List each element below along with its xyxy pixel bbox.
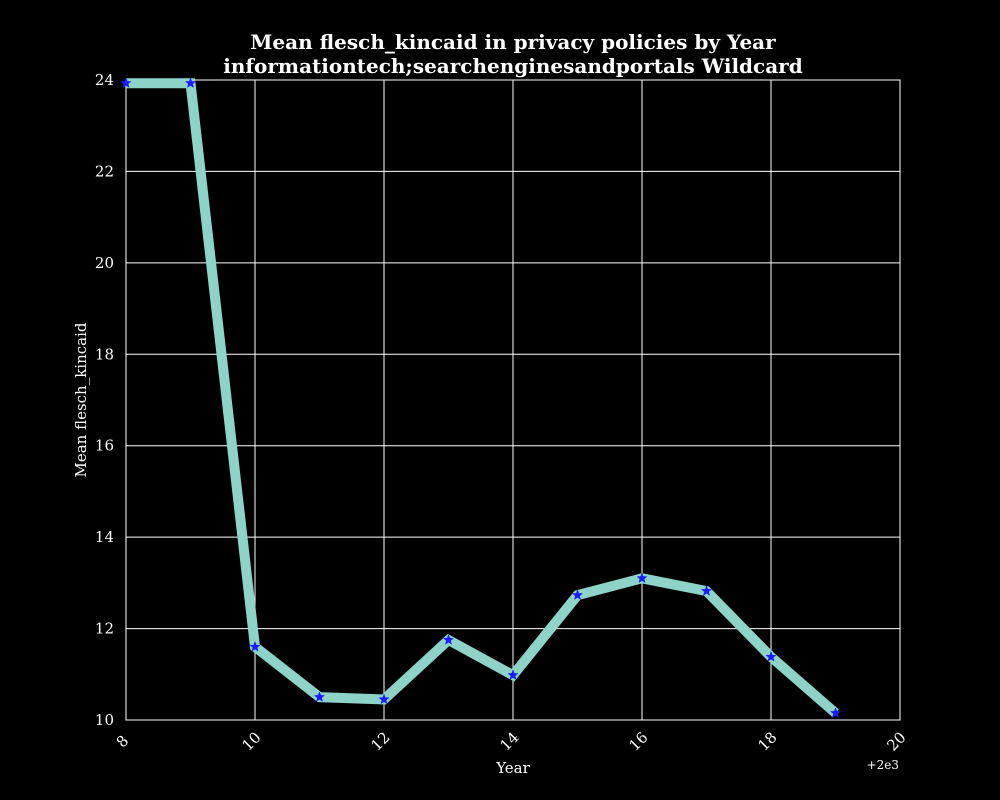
data-point-11: [829, 707, 842, 718]
x-axis-label: Year: [495, 759, 530, 777]
plot-frame: [125, 79, 901, 721]
y-tick-labels: 10 12 14 16 18 20 22 24: [95, 71, 114, 729]
data-point-10: [765, 651, 777, 662]
y-axis-label: Mean flesch_kincaid: [72, 322, 90, 477]
chart-subtitle: informationtech;searchenginesandportals …: [223, 54, 802, 78]
data-point-2: [249, 640, 261, 652]
y-tick-label-0: 10: [95, 711, 114, 729]
data-point-8: [636, 572, 648, 584]
grid-layer: [125, 79, 901, 721]
x-tick-labels: 8 10 12 14 16 18 20: [113, 728, 910, 754]
data-point-7: [571, 589, 584, 600]
x-tick-label-3: 14: [496, 728, 522, 754]
y-tick-label-4: 18: [95, 345, 114, 363]
y-tick-label-2: 14: [95, 528, 114, 546]
y-tick-label-7: 24: [95, 71, 114, 89]
data-point-9: [700, 585, 713, 596]
series-line: [126, 78, 839, 717]
x-tick-label-4: 16: [625, 728, 651, 754]
x-tick-label-1: 10: [238, 728, 264, 754]
data-point-1: [184, 77, 197, 88]
y-tick-label-5: 20: [95, 254, 114, 272]
x-tick-label-2: 12: [367, 728, 393, 754]
data-point-3: [313, 691, 326, 702]
y-tick-label-3: 16: [95, 437, 114, 455]
y-tick-label-1: 12: [95, 620, 114, 638]
y-tick-label-6: 22: [95, 162, 114, 180]
data-point-0: [120, 77, 132, 88]
marker-layer: [120, 77, 842, 718]
data-point-4: [378, 693, 390, 705]
x-tick-label-6: 20: [883, 728, 909, 754]
line-layer: [126, 78, 839, 717]
x-tick-label-5: 18: [754, 728, 780, 754]
x-offset-label: +2e3: [867, 758, 899, 772]
x-tick-label-0: 8: [113, 732, 132, 751]
data-point-6: [507, 669, 519, 680]
data-point-5: [442, 634, 455, 645]
chart-title: Mean flesch_kincaid in privacy policies …: [250, 30, 776, 54]
